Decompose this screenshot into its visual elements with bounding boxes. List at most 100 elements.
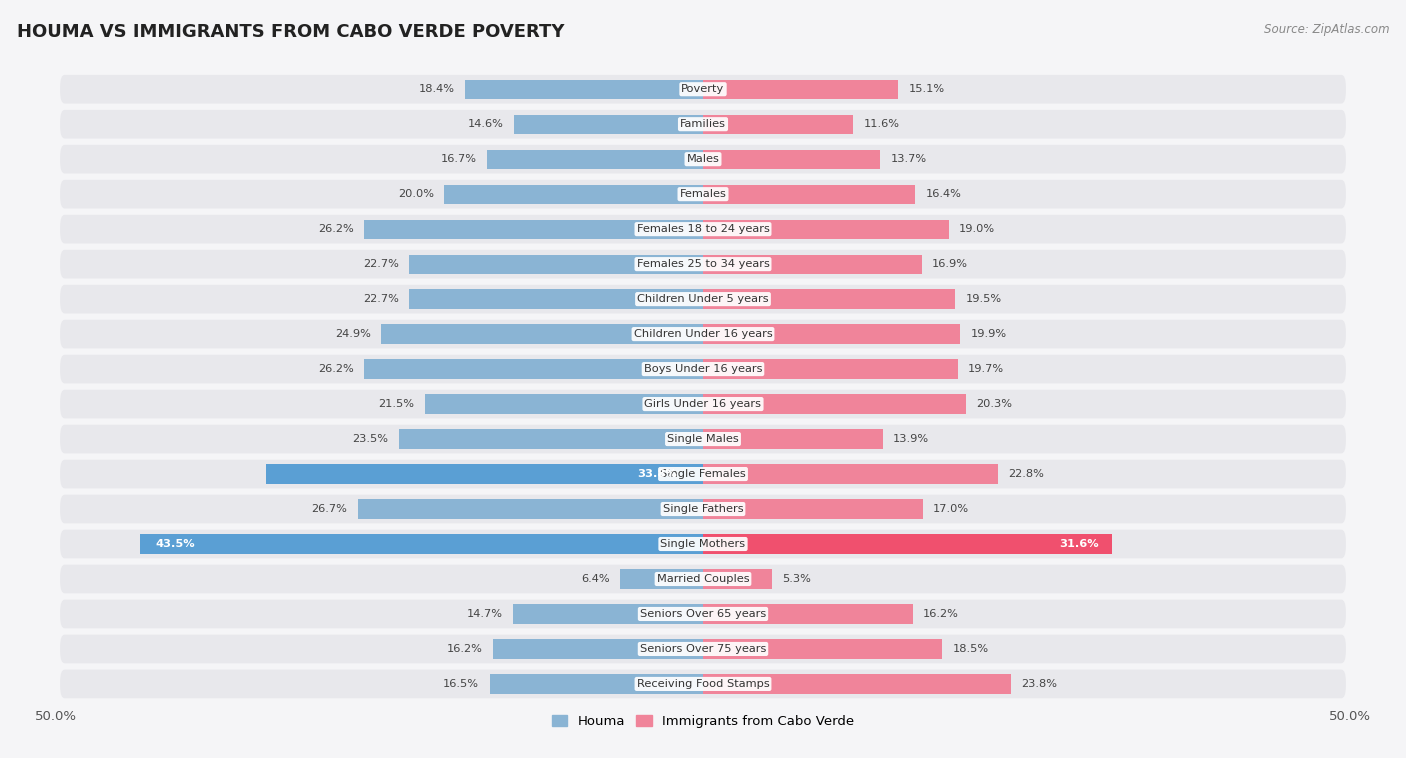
Text: 13.7%: 13.7% [890, 154, 927, 164]
Text: 22.8%: 22.8% [1008, 469, 1045, 479]
FancyBboxPatch shape [60, 110, 1346, 139]
Bar [486, 149, 703, 169]
Bar [399, 430, 703, 449]
Text: Children Under 5 years: Children Under 5 years [637, 294, 769, 304]
Text: 24.9%: 24.9% [335, 329, 371, 339]
Bar [266, 465, 703, 484]
Text: 31.6%: 31.6% [1059, 539, 1099, 549]
FancyBboxPatch shape [60, 355, 1346, 384]
Text: 19.7%: 19.7% [969, 364, 1004, 374]
Bar [620, 569, 703, 589]
Text: Single Males: Single Males [666, 434, 740, 444]
Text: 18.4%: 18.4% [419, 84, 454, 94]
Bar [465, 80, 703, 99]
Text: Source: ZipAtlas.com: Source: ZipAtlas.com [1264, 23, 1389, 36]
FancyBboxPatch shape [60, 634, 1346, 663]
Text: 13.9%: 13.9% [893, 434, 929, 444]
Bar [703, 569, 772, 589]
Text: 16.7%: 16.7% [440, 154, 477, 164]
FancyBboxPatch shape [60, 285, 1346, 314]
Text: Boys Under 16 years: Boys Under 16 years [644, 364, 762, 374]
Bar [703, 80, 898, 99]
Bar [703, 359, 957, 379]
Text: Single Mothers: Single Mothers [661, 539, 745, 549]
Text: 22.7%: 22.7% [363, 259, 399, 269]
Text: 23.8%: 23.8% [1021, 679, 1057, 689]
Text: 20.3%: 20.3% [976, 399, 1012, 409]
Text: Married Couples: Married Couples [657, 574, 749, 584]
Bar [703, 465, 998, 484]
FancyBboxPatch shape [60, 600, 1346, 628]
Text: Females 18 to 24 years: Females 18 to 24 years [637, 224, 769, 234]
Text: 16.5%: 16.5% [443, 679, 479, 689]
Bar [141, 534, 703, 553]
FancyBboxPatch shape [60, 530, 1346, 559]
Text: 6.4%: 6.4% [581, 574, 610, 584]
Bar [703, 604, 912, 624]
Bar [364, 359, 703, 379]
Text: 15.1%: 15.1% [908, 84, 945, 94]
Bar [703, 394, 966, 414]
Bar [703, 255, 921, 274]
Text: 14.6%: 14.6% [468, 119, 503, 129]
Bar [444, 184, 703, 204]
Text: 16.4%: 16.4% [925, 190, 962, 199]
Text: 18.5%: 18.5% [953, 644, 988, 654]
Bar [357, 500, 703, 518]
FancyBboxPatch shape [60, 424, 1346, 453]
Text: Males: Males [686, 154, 720, 164]
Text: HOUMA VS IMMIGRANTS FROM CABO VERDE POVERTY: HOUMA VS IMMIGRANTS FROM CABO VERDE POVE… [17, 23, 564, 41]
Text: Girls Under 16 years: Girls Under 16 years [644, 399, 762, 409]
Text: 33.8%: 33.8% [637, 469, 678, 479]
Text: 26.2%: 26.2% [318, 364, 354, 374]
Text: Seniors Over 75 years: Seniors Over 75 years [640, 644, 766, 654]
Bar [703, 639, 942, 659]
Bar [703, 149, 880, 169]
Text: Families: Families [681, 119, 725, 129]
Bar [381, 324, 703, 343]
Bar [425, 394, 703, 414]
Legend: Houma, Immigrants from Cabo Verde: Houma, Immigrants from Cabo Verde [547, 709, 859, 733]
FancyBboxPatch shape [60, 669, 1346, 698]
Text: 16.2%: 16.2% [922, 609, 959, 619]
Bar [703, 220, 949, 239]
Text: Poverty: Poverty [682, 84, 724, 94]
Text: 23.5%: 23.5% [353, 434, 388, 444]
Text: Receiving Food Stamps: Receiving Food Stamps [637, 679, 769, 689]
FancyBboxPatch shape [60, 459, 1346, 488]
FancyBboxPatch shape [60, 180, 1346, 208]
Text: 5.3%: 5.3% [782, 574, 811, 584]
FancyBboxPatch shape [60, 495, 1346, 523]
Text: Children Under 16 years: Children Under 16 years [634, 329, 772, 339]
Text: 17.0%: 17.0% [934, 504, 969, 514]
Text: 19.5%: 19.5% [966, 294, 1001, 304]
FancyBboxPatch shape [60, 145, 1346, 174]
Text: 20.0%: 20.0% [398, 190, 434, 199]
Bar [703, 534, 1112, 553]
Text: 26.7%: 26.7% [311, 504, 347, 514]
FancyBboxPatch shape [60, 565, 1346, 594]
Bar [409, 290, 703, 309]
Text: 16.2%: 16.2% [447, 644, 484, 654]
Bar [703, 290, 955, 309]
Text: Single Females: Single Females [661, 469, 745, 479]
Text: Seniors Over 65 years: Seniors Over 65 years [640, 609, 766, 619]
FancyBboxPatch shape [60, 215, 1346, 243]
Bar [703, 430, 883, 449]
Bar [364, 220, 703, 239]
Text: 43.5%: 43.5% [156, 539, 195, 549]
Text: 26.2%: 26.2% [318, 224, 354, 234]
Text: 21.5%: 21.5% [378, 399, 415, 409]
Text: 11.6%: 11.6% [863, 119, 900, 129]
Text: Females 25 to 34 years: Females 25 to 34 years [637, 259, 769, 269]
Text: 19.0%: 19.0% [959, 224, 995, 234]
Bar [513, 604, 703, 624]
Bar [409, 255, 703, 274]
Bar [703, 184, 915, 204]
FancyBboxPatch shape [60, 75, 1346, 104]
Bar [515, 114, 703, 134]
Text: 22.7%: 22.7% [363, 294, 399, 304]
Bar [494, 639, 703, 659]
Bar [703, 114, 853, 134]
Text: 16.9%: 16.9% [932, 259, 967, 269]
